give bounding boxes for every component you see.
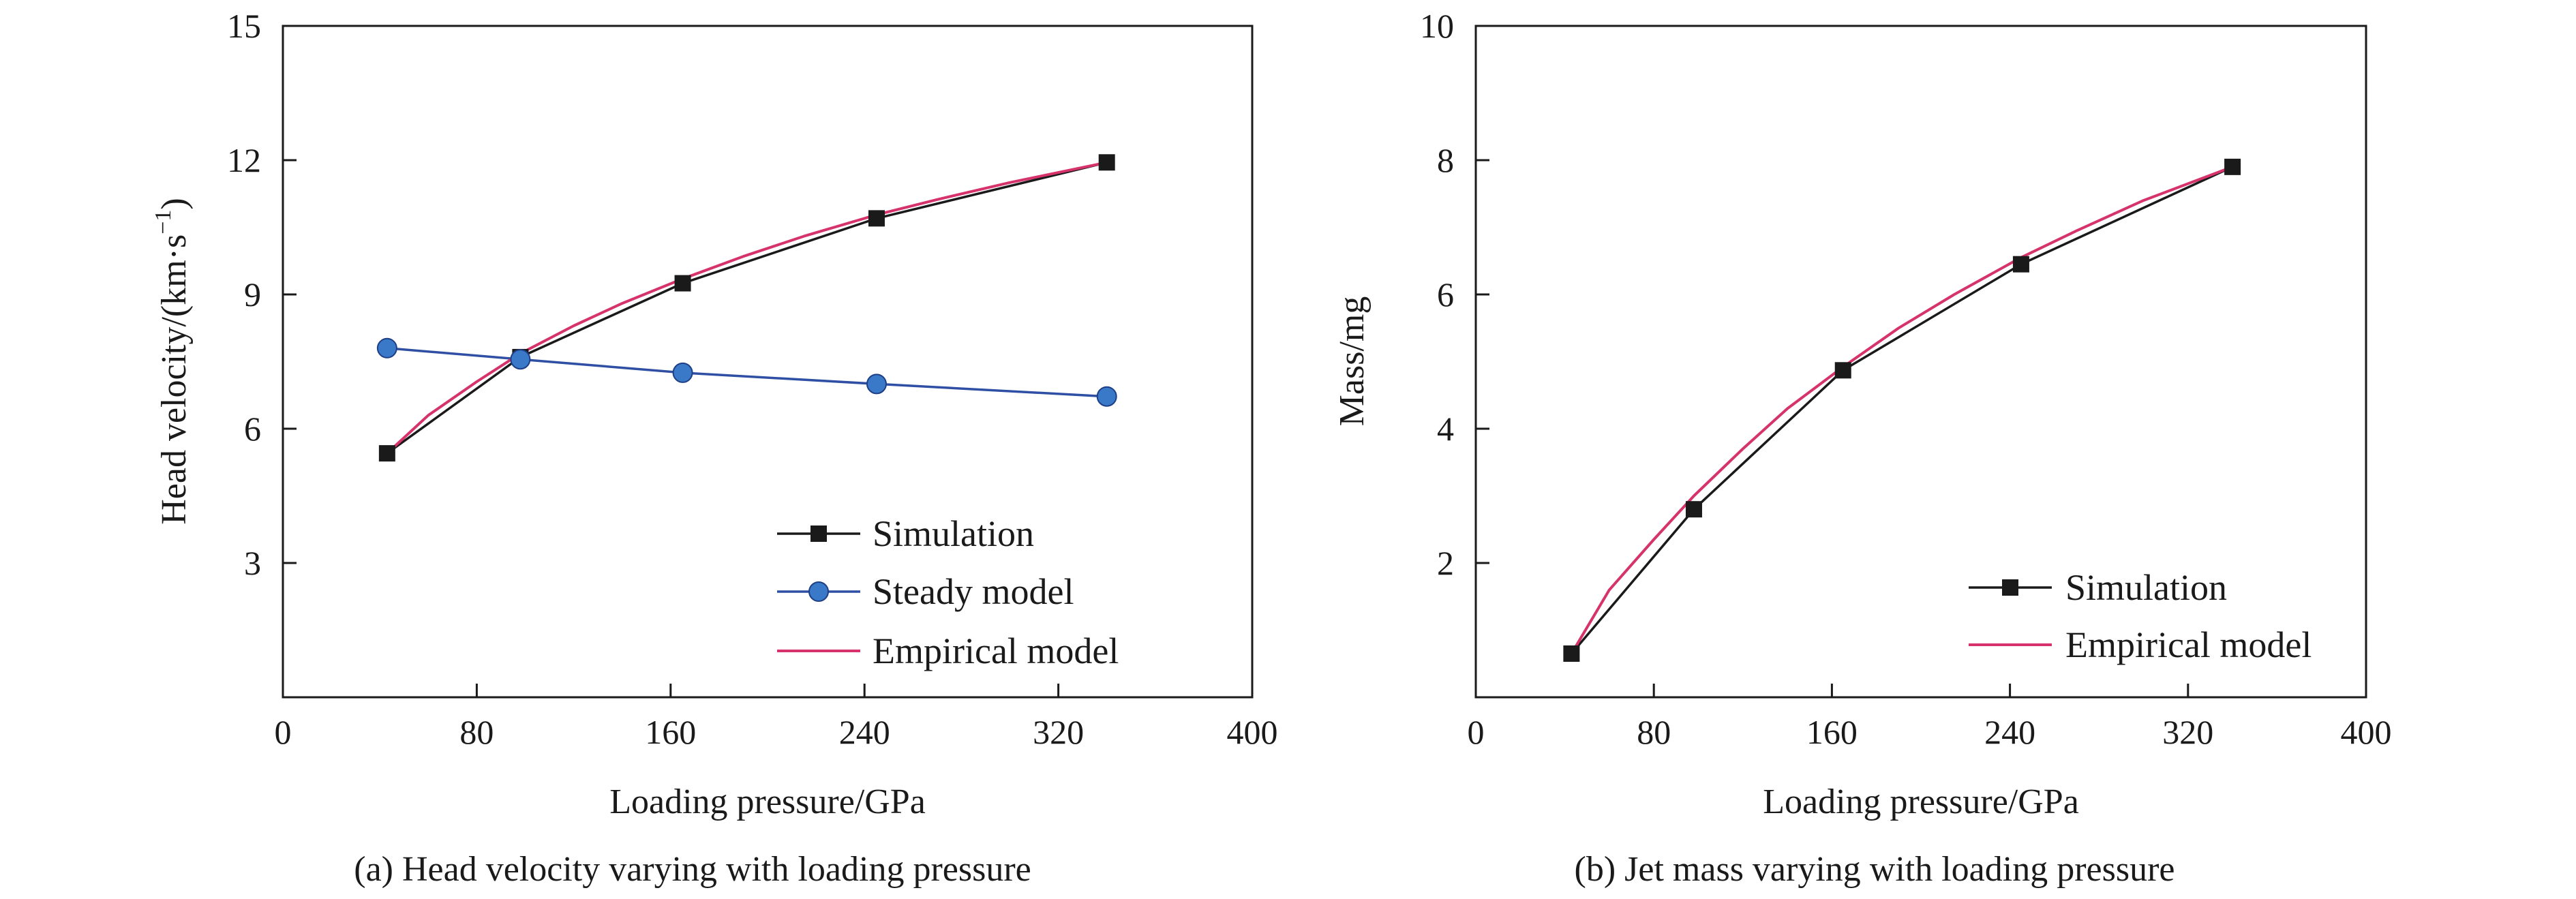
chart-b-y-tick-label: 2 <box>1437 544 1454 582</box>
chart-a-legend-steady-model-label: Steady model <box>873 571 1074 612</box>
chart-b-series-simulation-point <box>1563 645 1580 662</box>
chart-a-head-velocity: Loading pressure/GPa Head velocity/(km·s… <box>151 7 1278 889</box>
chart-a-y-tick-label: 3 <box>244 544 261 582</box>
chart-a-series-simulation-point <box>674 275 691 292</box>
chart-a-x-tick-label: 240 <box>839 713 890 751</box>
chart-a-series-empirical-model-line <box>386 161 1108 455</box>
chart-b-legend-empirical-model-label: Empirical model <box>2065 624 2312 665</box>
chart-b-jet-mass: Loading pressure/GPa Mass/mg (b) Jet mas… <box>1333 7 2392 889</box>
chart-a-legend-empirical-model-label: Empirical model <box>873 630 1119 671</box>
chart-b-series-simulation-point <box>1834 362 1851 379</box>
chart-b-x-axis-label: Loading pressure/GPa <box>1763 782 2079 821</box>
chart-a-y-tick-label: 6 <box>244 410 261 448</box>
chart-a-x-axis-label: Loading pressure/GPa <box>609 782 926 821</box>
chart-b-y-axis-label: Mass/mg <box>1333 296 1372 427</box>
chart-a-y-tick-label: 15 <box>227 7 261 45</box>
chart-a-legend-steady-model-marker <box>808 581 829 602</box>
chart-a-legend-simulation-marker <box>810 525 827 542</box>
chart-b-legend-simulation-label: Simulation <box>2065 567 2227 608</box>
chart-a-series-steady-model-point <box>376 337 397 359</box>
chart-a-series-simulation-line <box>386 161 1108 455</box>
chart-a-series-simulation-point <box>868 210 885 227</box>
chart-b-y-tick-label: 4 <box>1437 410 1454 448</box>
chart-a-series-steady-model-point <box>672 362 693 383</box>
chart-a-legend-simulation-label: Simulation <box>873 513 1034 554</box>
chart-a-y-axis-label: Head velocity/(km·s−1) <box>151 198 194 525</box>
chart-b-legend-simulation-marker <box>2002 579 2018 596</box>
chart-a-series-steady-model-line <box>387 347 1107 398</box>
chart-b-x-tick-label: 400 <box>2341 713 2392 751</box>
chart-a-series-simulation-point <box>378 445 395 462</box>
chart-a-series-steady-model-point <box>1096 386 1117 407</box>
chart-a-y-tick-label: 9 <box>244 275 261 314</box>
chart-b-y-tick-label: 6 <box>1437 275 1454 314</box>
chart-b-plot-frame <box>1474 25 2367 699</box>
chart-b-y-tick-label: 8 <box>1437 141 1454 179</box>
chart-b-y-tick-label: 10 <box>1420 7 1454 45</box>
chart-a-x-tick-label: 320 <box>1033 713 1084 751</box>
chart-b-x-tick-label: 0 <box>1468 713 1485 751</box>
chart-a-caption: (a) Head velocity varying with loading p… <box>354 850 1031 889</box>
chart-b-x-tick-label: 80 <box>1637 713 1671 751</box>
chart-a-series-steady-model-point <box>510 349 531 370</box>
chart-b-caption: (b) Jet mass varying with loading pressu… <box>1575 850 2175 889</box>
chart-a-x-tick-label: 160 <box>645 713 696 751</box>
chart-b-x-tick-label: 240 <box>1984 713 2035 751</box>
chart-b-x-tick-label: 320 <box>2162 713 2213 751</box>
chart-a-x-tick-label: 0 <box>275 713 292 751</box>
chart-b-x-tick-label: 160 <box>1806 713 1858 751</box>
chart-a-plot-frame <box>282 25 1254 699</box>
chart-a-series-steady-model-point <box>866 374 887 395</box>
chart-a-x-tick-label: 400 <box>1227 713 1278 751</box>
chart-a-series-simulation-point <box>1098 154 1115 171</box>
chart-a-y-tick-label: 12 <box>227 141 261 179</box>
chart-b-series-simulation-point <box>2224 158 2241 175</box>
chart-b-series-simulation-point <box>1685 501 1702 518</box>
chart-b-series-simulation-point <box>2012 256 2029 273</box>
chart-a-x-tick-label: 80 <box>459 713 494 751</box>
